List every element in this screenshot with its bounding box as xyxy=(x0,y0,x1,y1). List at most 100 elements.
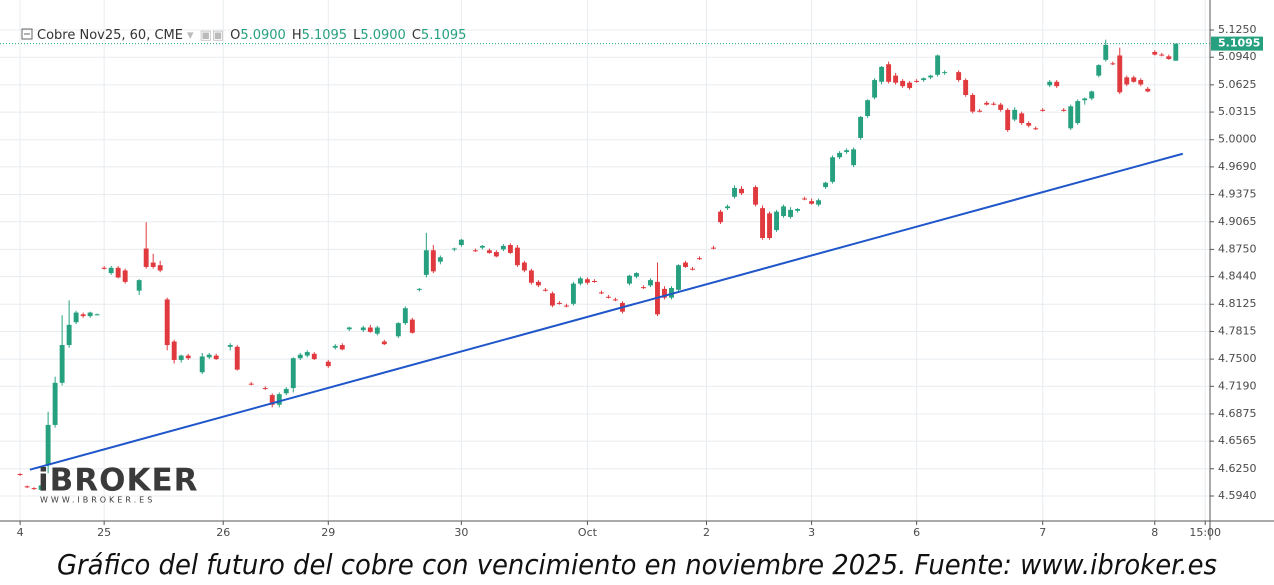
y-tick-label: 5.0315 xyxy=(1218,105,1257,118)
last-price-tag xyxy=(1211,36,1263,51)
candle-body xyxy=(346,327,352,330)
candle-body xyxy=(339,345,345,350)
collapse-icon[interactable] xyxy=(21,28,33,40)
y-tick-label: 4.8440 xyxy=(1218,270,1257,283)
candle-body xyxy=(577,278,583,284)
candle-body xyxy=(914,80,920,82)
candle-body xyxy=(613,299,618,301)
x-tick-label: 25 xyxy=(97,526,111,539)
candle-body xyxy=(935,55,941,75)
candle-body xyxy=(711,247,716,249)
candle-body xyxy=(1096,65,1102,76)
candle-body xyxy=(634,273,639,277)
candle-body xyxy=(297,354,303,359)
candle-body xyxy=(227,345,233,347)
candle-body xyxy=(304,352,310,356)
candle-body xyxy=(451,248,457,250)
y-tick-label: 4.9375 xyxy=(1218,188,1257,201)
y-tick-label: 5.1250 xyxy=(1218,23,1257,36)
candle-body xyxy=(493,252,499,257)
candle-body xyxy=(865,100,871,117)
candle-body xyxy=(423,250,429,275)
y-tick-label: 4.8750 xyxy=(1218,242,1257,255)
candle-body xyxy=(1117,55,1123,93)
candle-body xyxy=(143,248,149,267)
candle-body xyxy=(767,213,772,238)
candle-body xyxy=(991,103,997,105)
candle-body xyxy=(136,280,142,291)
candle-body xyxy=(381,341,387,345)
candle-body xyxy=(80,314,86,317)
x-tick-label: 3 xyxy=(808,526,815,539)
x-tick-label: Oct xyxy=(578,526,598,539)
candle-body xyxy=(823,182,829,188)
ohlc-label: L xyxy=(353,28,361,43)
x-tick-label: 7 xyxy=(1039,526,1046,539)
candle-body xyxy=(844,150,850,152)
candle-body xyxy=(486,250,492,253)
y-tick-label: 5.0940 xyxy=(1218,50,1257,63)
candle-body xyxy=(998,104,1004,110)
candle-body xyxy=(269,395,275,405)
candle-body xyxy=(325,361,331,367)
y-tick-label: 5.0625 xyxy=(1218,78,1257,91)
candle-body xyxy=(332,345,338,348)
candle-body xyxy=(66,324,72,346)
candle-body xyxy=(115,267,121,278)
candle-body xyxy=(570,283,576,304)
ohlc-value: 5.0900 xyxy=(240,28,286,43)
candle-body xyxy=(45,424,51,466)
candle-body xyxy=(641,287,646,289)
candle-body xyxy=(802,198,808,200)
candle-body xyxy=(87,312,93,317)
candle-body xyxy=(830,157,836,182)
candle-body xyxy=(1124,77,1130,85)
candle-body xyxy=(437,257,443,262)
candle-body xyxy=(809,201,815,204)
candle-body xyxy=(108,267,114,274)
candle-body xyxy=(907,82,913,88)
candle-body xyxy=(725,206,730,209)
candle-body xyxy=(1110,63,1116,65)
symbol-title: Cobre Nov25, 60, CME xyxy=(37,28,183,43)
candle-body xyxy=(507,245,513,253)
candle-body xyxy=(234,346,240,370)
candle-body xyxy=(1145,88,1151,92)
candle-body xyxy=(676,265,681,290)
candle-body xyxy=(402,308,408,324)
legend-caret: ▾ xyxy=(187,28,194,43)
candle-body xyxy=(718,211,723,223)
candle-body xyxy=(1012,109,1018,120)
candle-body xyxy=(374,327,380,334)
y-tick-label: 4.9065 xyxy=(1218,215,1257,228)
candle-body xyxy=(52,382,58,425)
candle-body xyxy=(416,288,422,290)
y-tick-label: 4.6875 xyxy=(1218,407,1257,420)
y-tick-label: 4.9690 xyxy=(1218,160,1257,173)
x-tick-label: 2 xyxy=(703,526,710,539)
candle-body xyxy=(1173,43,1179,61)
candle-body xyxy=(1068,106,1074,129)
candle-body xyxy=(732,187,737,197)
candle-body xyxy=(185,355,191,359)
candle-body xyxy=(395,323,401,337)
candle-body xyxy=(858,116,864,138)
x-tick-label: 15:00 xyxy=(1189,526,1221,539)
candle-body xyxy=(262,388,268,390)
candle-body xyxy=(430,250,436,272)
candle-body xyxy=(542,289,548,291)
candle-body xyxy=(921,78,927,81)
candle-body xyxy=(781,206,787,217)
candle-body xyxy=(1047,81,1053,86)
candle-body xyxy=(521,262,527,271)
candle-body xyxy=(956,72,962,81)
candle-body xyxy=(94,314,100,316)
candle-body xyxy=(788,209,794,217)
candle-body xyxy=(697,258,702,260)
candle-body xyxy=(248,383,254,385)
x-tick-label: 26 xyxy=(216,526,230,539)
candle-body xyxy=(290,358,296,389)
candle-body xyxy=(648,280,653,286)
candle-body xyxy=(528,270,534,283)
